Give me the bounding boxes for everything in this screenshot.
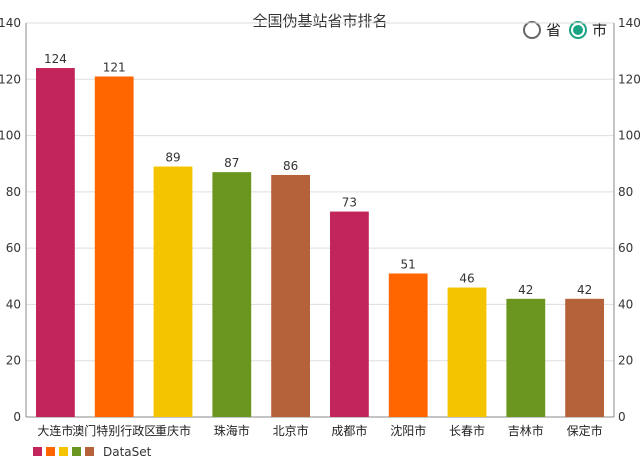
y-tick-label-right: 80	[618, 185, 633, 199]
y-tick-label-right: 0	[618, 410, 626, 424]
data-label: 46	[459, 272, 474, 286]
legend-swatch	[46, 447, 55, 456]
y-tick-label-right: 40	[618, 297, 633, 311]
y-tick-label-right: 100	[618, 129, 640, 143]
bar	[35, 68, 75, 418]
data-label: 89	[165, 151, 180, 165]
legend-label: DataSet	[103, 445, 152, 459]
bar	[94, 76, 134, 417]
y-tick-label: 120	[0, 72, 21, 86]
y-tick-label-right: 60	[618, 241, 633, 255]
data-label: 124	[44, 52, 67, 66]
data-label: 87	[224, 156, 239, 170]
legend-swatch	[33, 447, 42, 456]
bar	[447, 287, 487, 417]
bar	[329, 211, 369, 417]
x-tick-label: 吉林市	[508, 423, 544, 438]
radio-city[interactable]: 市	[569, 19, 607, 40]
radio-province-label: 省	[546, 21, 562, 39]
x-tick-label: 珠海市	[214, 423, 250, 438]
bar	[565, 298, 605, 417]
data-label: 86	[283, 159, 298, 173]
y-tick-label: 140	[0, 16, 21, 30]
y-tick-label-right: 120	[618, 72, 640, 86]
legend-swatch	[85, 447, 94, 456]
y-tick-label: 40	[6, 297, 21, 311]
y-tick-label: 80	[6, 185, 21, 199]
x-tick-label: 澳门特别行政区	[72, 423, 156, 438]
x-tick-label: 保定市	[567, 423, 603, 438]
radio-province-circle[interactable]	[523, 20, 541, 39]
x-tick-label: 长春市	[449, 423, 485, 438]
x-tick-label: 大连市	[37, 423, 73, 438]
data-label: 42	[518, 283, 533, 297]
radio-province[interactable]: 省	[523, 19, 561, 40]
bar	[506, 298, 546, 417]
y-tick-label-right: 20	[618, 354, 633, 368]
data-label: 51	[401, 257, 416, 271]
data-label: 73	[342, 196, 357, 210]
y-tick-label: 20	[6, 354, 21, 368]
bar	[388, 273, 428, 417]
x-tick-label: 北京市	[273, 423, 309, 438]
y-tick-label: 0	[13, 410, 21, 424]
radio-city-label: 市	[592, 21, 608, 39]
radio-city-circle[interactable]	[569, 20, 588, 39]
y-tick-label: 60	[6, 241, 21, 255]
legend-swatch	[72, 447, 81, 456]
bar	[153, 166, 193, 417]
bar	[212, 172, 252, 417]
chart-title: 全国伪基站省市排名	[252, 12, 388, 30]
bar	[271, 174, 311, 417]
data-label: 121	[103, 60, 126, 74]
province-city-toggle[interactable]: 省 市	[523, 19, 615, 40]
x-tick-label: 重庆市	[155, 423, 191, 438]
x-tick-label: 成都市	[331, 423, 367, 438]
y-tick-label-right: 140	[618, 16, 640, 30]
data-label: 42	[577, 283, 592, 297]
x-tick-label: 沈阳市	[390, 423, 426, 438]
legend-swatch	[59, 447, 68, 456]
y-tick-label: 100	[0, 129, 21, 143]
